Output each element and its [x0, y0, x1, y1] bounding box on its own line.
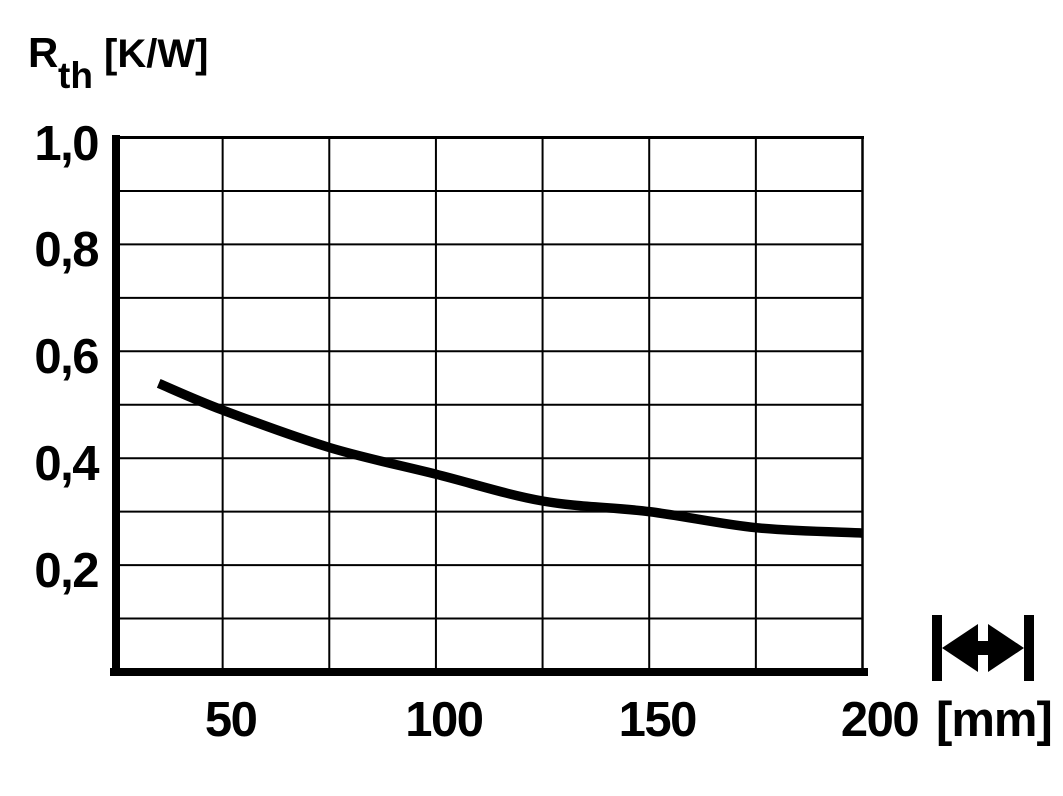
dimension-left-bar-icon [932, 615, 942, 681]
y-tick-label: 0,4 [34, 437, 99, 492]
y-tick-label: 1,0 [34, 116, 99, 171]
dimension-right-arrowhead-icon [988, 624, 1024, 672]
rth-curve [156, 379, 863, 538]
x-axis-unit-label: [mm] [936, 693, 1053, 747]
x-tick-label: 50 [204, 693, 258, 747]
width-dimension-icon [932, 615, 1034, 681]
y-axis-unit: [K/W] [104, 32, 209, 76]
y-axis-line [112, 135, 120, 676]
dimension-left-arrowhead-icon [942, 624, 978, 672]
x-tick-label: 150 [618, 693, 698, 747]
y-axis-quantity-subscript: th [58, 55, 93, 96]
x-axis-line [110, 668, 868, 676]
y-tick-label: 0,8 [34, 223, 99, 278]
y-tick-label: 0,2 [34, 544, 99, 599]
x-tick-label: 100 [405, 693, 484, 747]
y-tick-label: 0,6 [34, 330, 99, 385]
y-axis-quantity-symbol: R [28, 29, 59, 76]
dimension-right-bar-icon [1024, 615, 1034, 681]
dimension-arrow-shaft [970, 641, 996, 655]
x-tick-label: 200 [840, 693, 920, 747]
